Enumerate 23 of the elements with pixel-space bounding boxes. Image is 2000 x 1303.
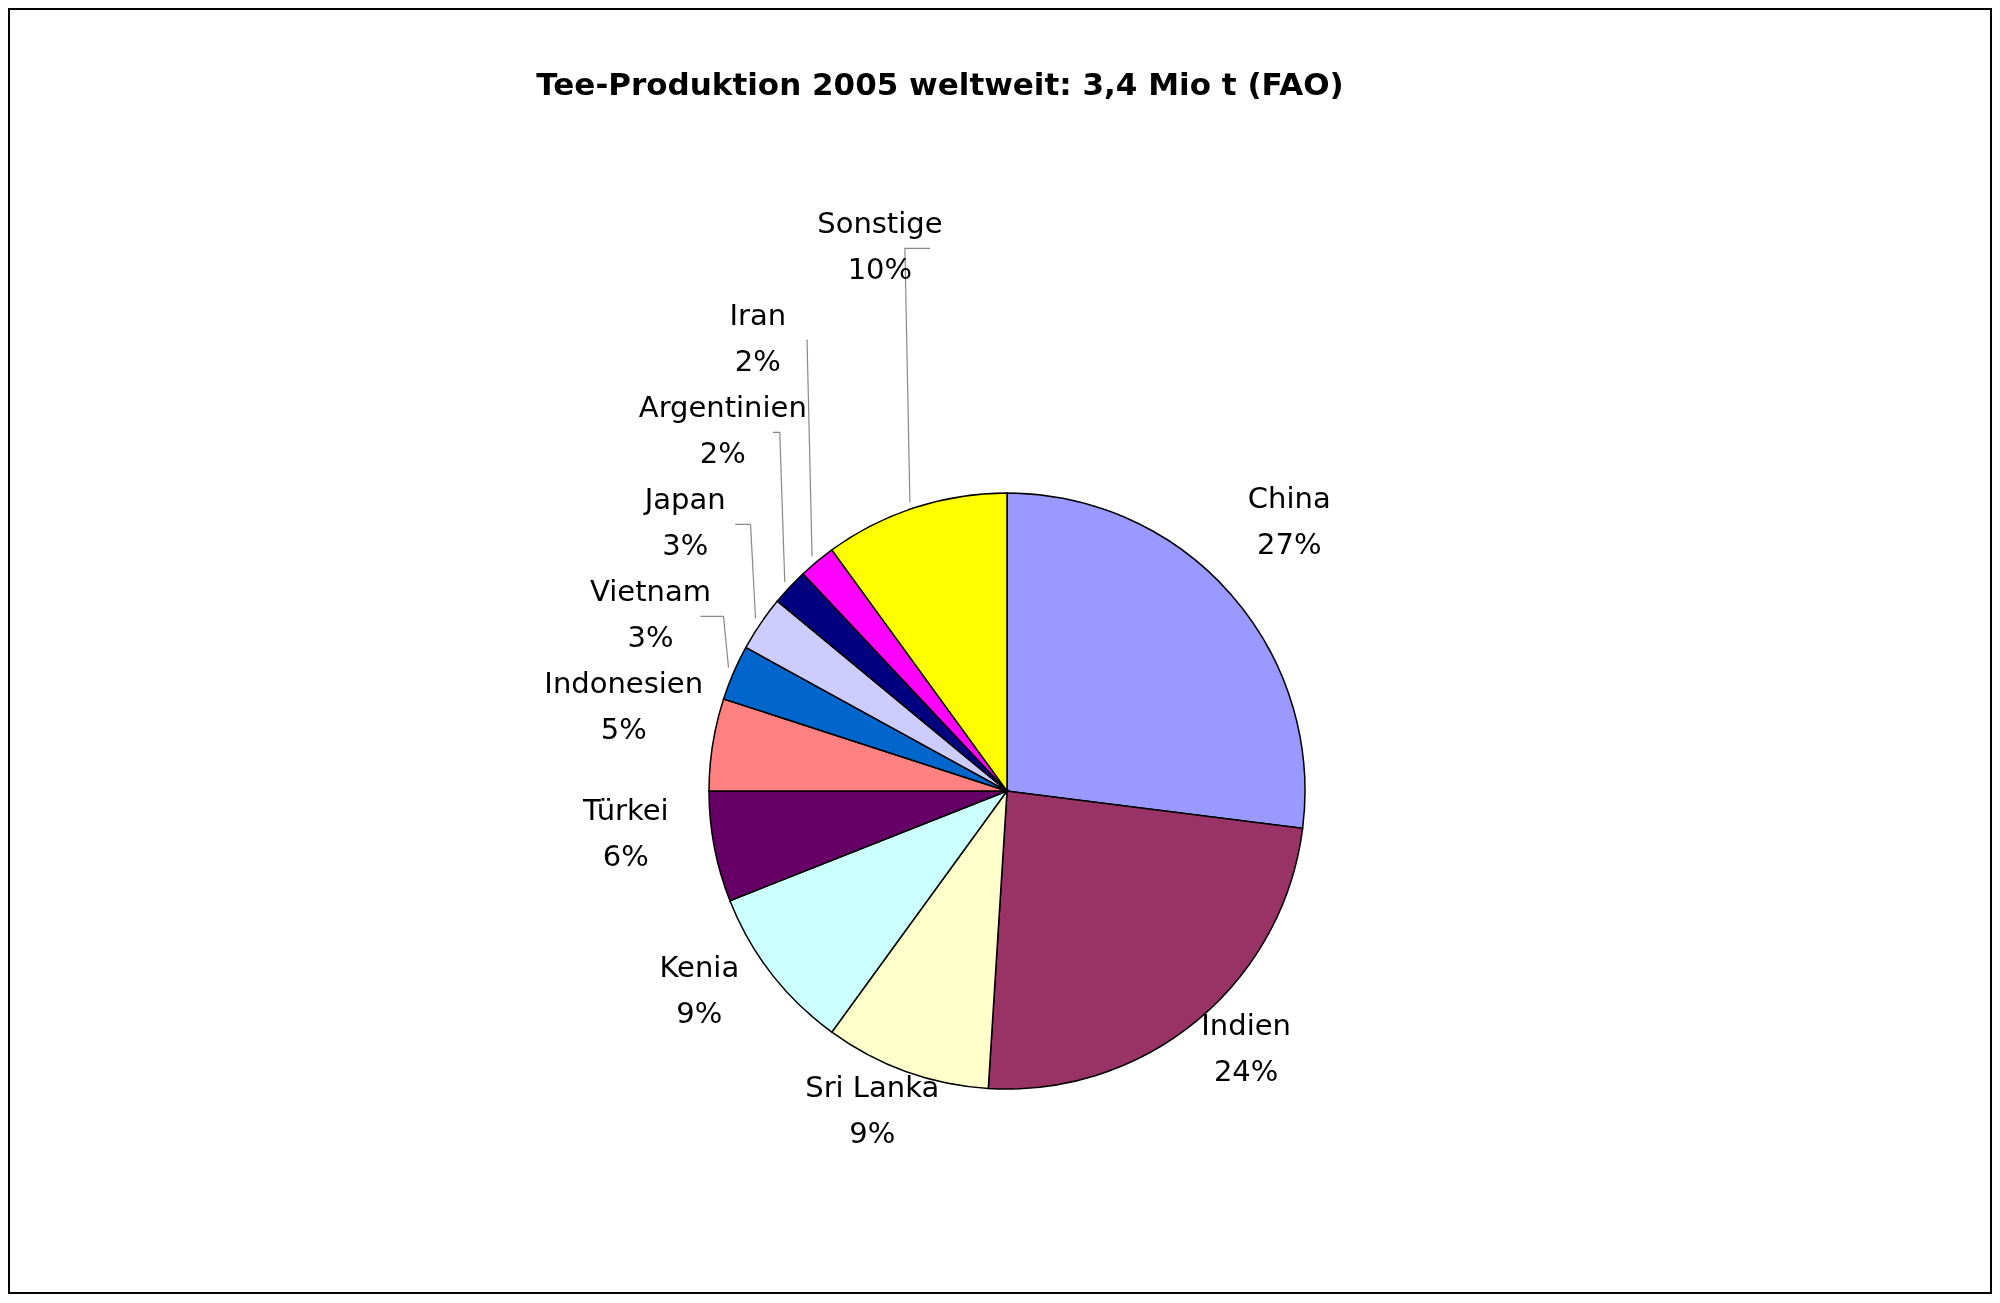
slice-label: Türkei [581,792,669,827]
slice-label: Iran [729,298,787,333]
data-label: 2% [734,344,781,379]
data-label: 9% [849,1116,896,1151]
slice-label: Indien [1201,1007,1291,1042]
data-label: 9% [676,995,723,1030]
chart-title: Tee-Produktion 2005 weltweit: 3,4 Mio t (FAO) [535,66,1345,102]
data-label: 6% [602,838,649,873]
data-label: 3% [662,528,709,563]
data-label: 27% [1257,526,1322,561]
data-label: 10% [847,252,913,287]
slice-label: Sri Lanka [805,1070,940,1105]
slice-label: Japan [642,482,726,517]
slice-label: Argentinien [638,390,807,425]
slice-label: Kenia [659,949,740,984]
data-label: 24% [1213,1053,1279,1088]
data-label: 5% [600,712,647,747]
slice-label: Sonstige [817,206,943,241]
slice-label: Indonesien [544,666,704,701]
data-label: 2% [699,436,746,471]
slice-label: Vietnam [590,574,711,609]
data-label: 3% [627,620,674,655]
slice-label: China [1247,480,1331,515]
